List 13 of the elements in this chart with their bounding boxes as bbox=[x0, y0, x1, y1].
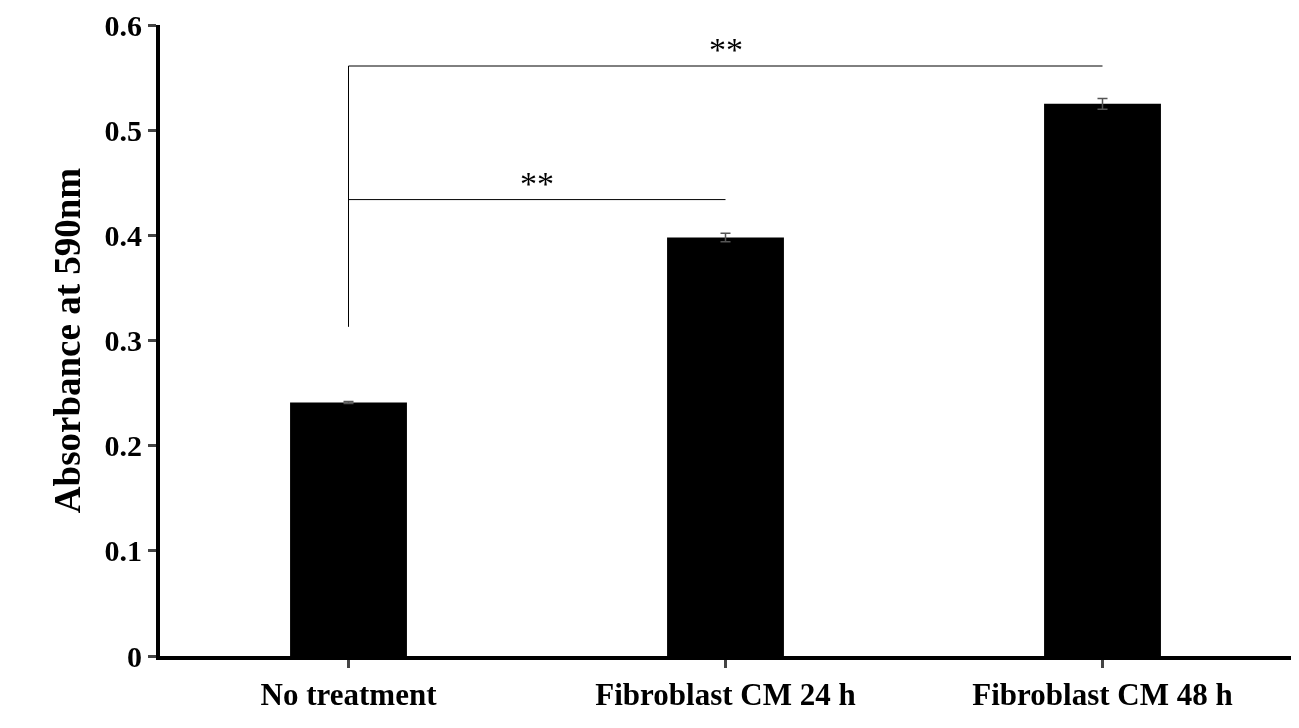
x-tick-label: No treatment bbox=[260, 677, 438, 713]
y-axis-title: Absorbance at 590nm bbox=[46, 167, 88, 514]
x-tick-label: Fibroblast CM 24 h bbox=[595, 677, 856, 713]
x-tick-label: Fibroblast CM 48 h bbox=[972, 677, 1233, 713]
y-tick-label: 0.1 bbox=[104, 534, 142, 568]
annotation: ** bbox=[520, 165, 554, 202]
annotation: ** bbox=[709, 31, 743, 68]
y-tick-label: 0.5 bbox=[104, 113, 142, 147]
y-tick-label: 0.4 bbox=[104, 218, 142, 252]
y-tick-label: 0.2 bbox=[104, 429, 142, 463]
y-tick-label: 0.3 bbox=[104, 324, 142, 357]
y-tick-label: 0.6 bbox=[104, 8, 142, 42]
y-tick-label: 0 bbox=[127, 639, 142, 673]
